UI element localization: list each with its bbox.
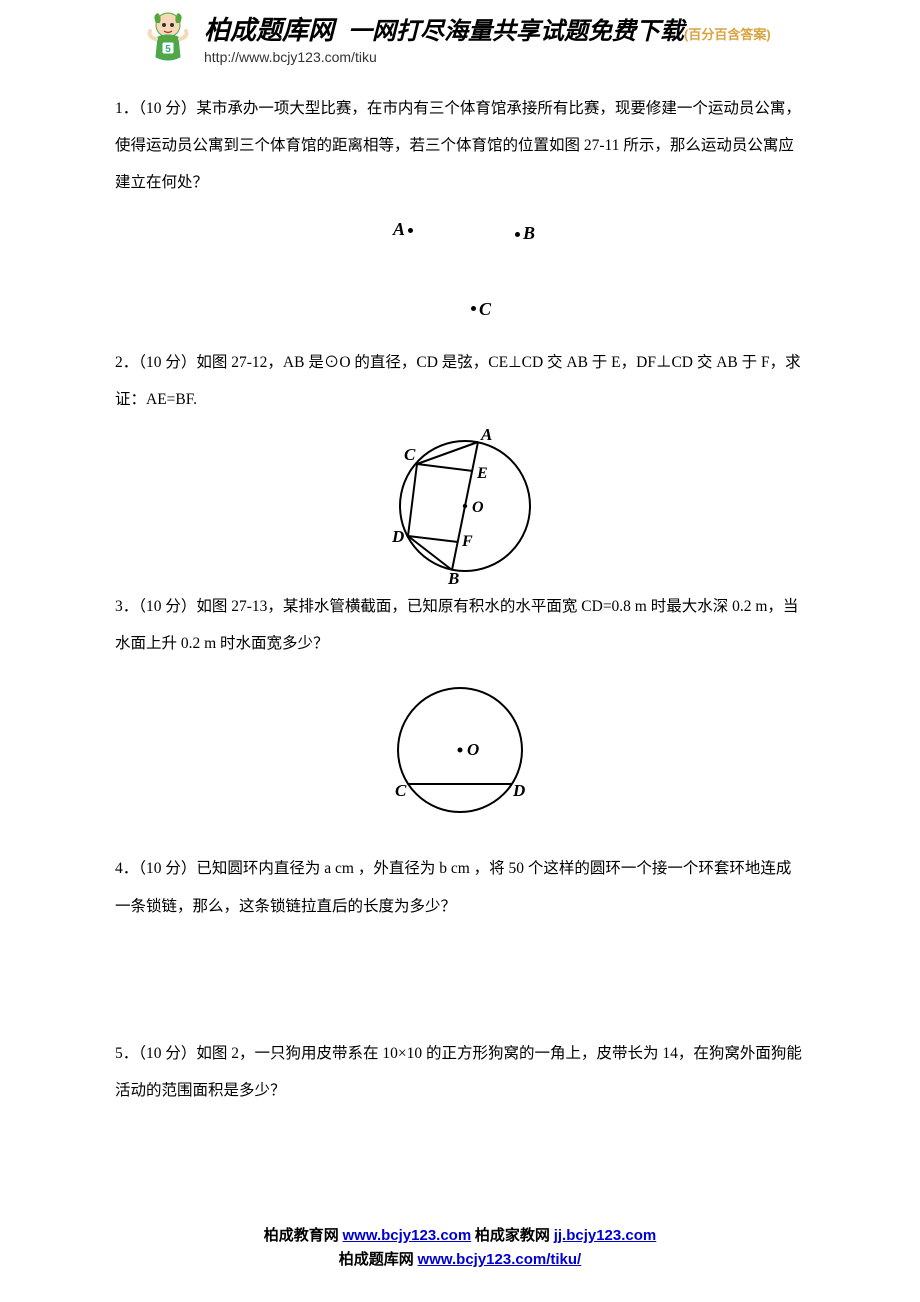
- figure-1: A B C: [115, 206, 805, 316]
- footer-text-1a: 柏成教育网: [264, 1228, 343, 1244]
- figure-3: O C D: [115, 680, 805, 830]
- site-badge: (百分百含答案): [684, 27, 771, 42]
- page-header: 5 柏成题库网 一网打尽海量共享试题免费下载(百分百含答案) http://ww…: [0, 0, 920, 78]
- svg-text:O: O: [472, 499, 484, 516]
- problem-3-text: 3．（10 分）如图 27-13，某排水管横截面，已知原有积水的水平面宽 CD=…: [115, 598, 798, 652]
- problem-1: 1．（10 分）某市承办一项大型比赛，在市内有三个体育馆承接所有比赛，现要修建一…: [115, 90, 805, 202]
- svg-text:E: E: [476, 465, 488, 482]
- svg-text:A: A: [480, 425, 492, 444]
- problem-5-text: 5．（10 分）如图 2，一只狗用皮带系在 10×10 的正方形狗窝的一角上，皮…: [115, 1045, 802, 1099]
- figure-2: A B C D E F O: [115, 424, 805, 584]
- problem-4: 4．（10 分）已知圆环内直径为 a cm ，外直径为 b cm ，将 50 个…: [115, 850, 805, 924]
- svg-text:C: C: [395, 781, 407, 800]
- page-footer: 柏成教育网 www.bcjy123.com 柏成家教网 jj.bcjy123.c…: [0, 1224, 920, 1272]
- svg-text:D: D: [512, 781, 525, 800]
- problem-2: 2．（10 分）如图 27-12，AB 是⊙O 的直径，CD 是弦，CE⊥CD …: [115, 344, 805, 418]
- site-name: 柏成题库网: [204, 10, 334, 47]
- point-a-label: A: [393, 220, 413, 238]
- svg-text:F: F: [461, 533, 473, 550]
- svg-text:D: D: [391, 527, 404, 546]
- point-b-label: B: [515, 224, 535, 242]
- svg-text:O: O: [467, 740, 479, 759]
- svg-text:C: C: [404, 445, 416, 464]
- footer-text-1b: 柏成家教网: [471, 1228, 554, 1244]
- footer-line-1: 柏成教育网 www.bcjy123.com 柏成家教网 jj.bcjy123.c…: [0, 1224, 920, 1248]
- site-url: http://www.bcjy123.com/tiku: [204, 49, 771, 65]
- problem-4-text: 4．（10 分）已知圆环内直径为 a cm ，外直径为 b cm ，将 50 个…: [115, 860, 791, 914]
- footer-text-2a: 柏成题库网: [339, 1252, 418, 1268]
- footer-line-2: 柏成题库网 www.bcjy123.com/tiku/: [0, 1248, 920, 1272]
- point-c-label: C: [471, 300, 491, 318]
- problem-1-text: 1．（10 分）某市承办一项大型比赛，在市内有三个体育馆承接所有比赛，现要修建一…: [115, 100, 801, 191]
- problem-3: 3．（10 分）如图 27-13，某排水管横截面，已知原有积水的水平面宽 CD=…: [115, 588, 805, 662]
- footer-link-jj[interactable]: jj.bcjy123.com: [554, 1227, 657, 1244]
- logo-icon: 5: [140, 8, 196, 68]
- problem-5: 5．（10 分）如图 2，一只狗用皮带系在 10×10 的正方形狗窝的一角上，皮…: [115, 1035, 805, 1109]
- footer-link-edu[interactable]: www.bcjy123.com: [343, 1227, 472, 1244]
- problem-2-text: 2．（10 分）如图 27-12，AB 是⊙O 的直径，CD 是弦，CE⊥CD …: [115, 354, 801, 408]
- content-area: 1．（10 分）某市承办一项大型比赛，在市内有三个体育馆承接所有比赛，现要修建一…: [0, 78, 920, 1109]
- svg-text:B: B: [447, 569, 459, 584]
- svg-text:5: 5: [165, 44, 171, 55]
- header-text-block: 柏成题库网 一网打尽海量共享试题免费下载(百分百含答案) http://www.…: [204, 8, 771, 65]
- site-tagline: 一网打尽海量共享试题免费下载: [348, 19, 684, 45]
- footer-link-tiku[interactable]: www.bcjy123.com/tiku/: [418, 1251, 582, 1268]
